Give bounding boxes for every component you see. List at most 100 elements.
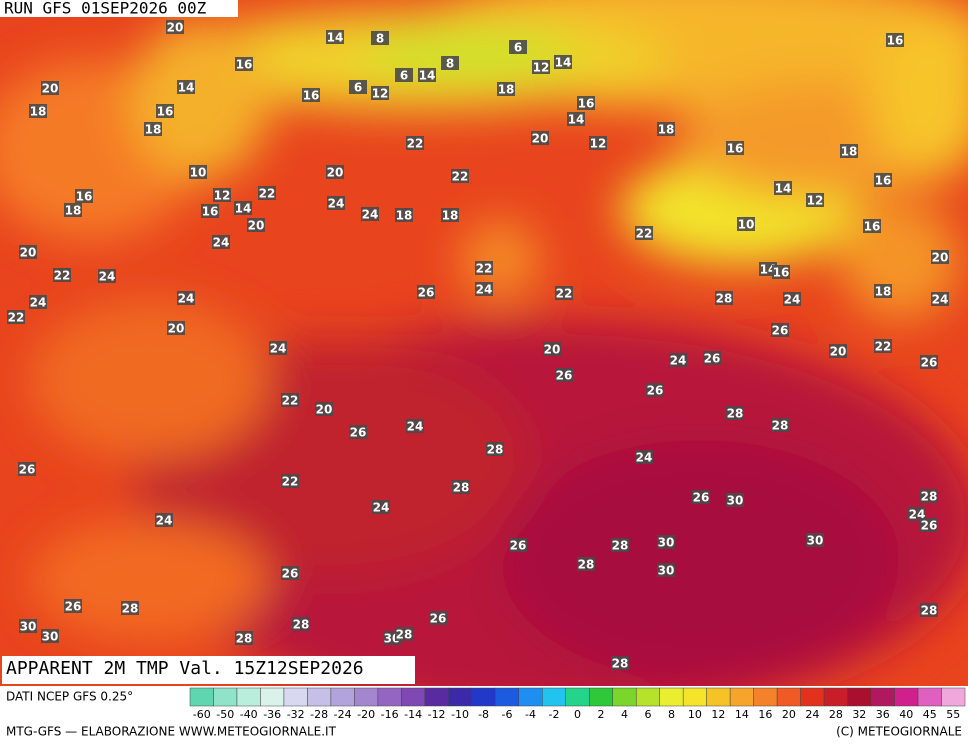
label-box (371, 86, 389, 100)
label-box (451, 169, 469, 183)
colorbar-swatch (354, 687, 379, 707)
temperature-label: 18 (875, 285, 892, 299)
temperature-label: 26 (921, 356, 938, 370)
temperature-label: 20 (830, 345, 847, 359)
label-box (635, 226, 653, 240)
temperature-label: 24 (670, 354, 687, 368)
temperature-label: 16 (236, 58, 253, 72)
temperature-label: 22 (282, 394, 299, 408)
colorbar-label: 24 (805, 708, 819, 721)
temperature-label: 26 (772, 324, 789, 338)
label-box (19, 245, 37, 259)
temperature-label: 26 (430, 612, 447, 626)
temperature-label: 16 (727, 142, 744, 156)
temperature-label: 20 (20, 246, 37, 260)
title-box (2, 656, 415, 684)
label-box (326, 30, 344, 44)
colorbar-swatch (753, 687, 778, 707)
label-box (213, 188, 231, 202)
colorbar-swatch (729, 687, 754, 707)
label-box (774, 181, 792, 195)
label-box (692, 490, 710, 504)
colorbar-label: 36 (876, 708, 890, 721)
colorbar-swatch (612, 687, 637, 707)
temperature-label: 18 (498, 83, 515, 97)
temperature-label: 26 (693, 491, 710, 505)
label-box (452, 480, 470, 494)
colorbar-swatch (706, 687, 731, 707)
temperature-label: 24 (407, 420, 424, 434)
label-box (167, 321, 185, 335)
temperature-label: 12 (533, 61, 550, 75)
label-box (269, 341, 287, 355)
colorbar-label: 6 (644, 708, 651, 721)
temperature-label: 10 (190, 166, 207, 180)
label-box (771, 418, 789, 432)
label-box (327, 196, 345, 210)
label-box (669, 353, 687, 367)
footer-left: MTG-GFS — ELABORAZIONE WWW.METEOGIORNALE… (6, 725, 337, 739)
label-box (806, 193, 824, 207)
colorbar-label: 45 (923, 708, 937, 721)
label-box (863, 219, 881, 233)
colorbar-swatch (565, 687, 590, 707)
header-box (0, 0, 238, 17)
temperature-label: 10 (738, 218, 755, 232)
label-box (829, 344, 847, 358)
colorbar-swatch (424, 687, 449, 707)
label-box (783, 292, 801, 306)
temperature-label: 14 (775, 182, 792, 196)
colorbar-label: 10 (688, 708, 702, 721)
colorbar-swatch (894, 687, 919, 707)
label-box (920, 518, 938, 532)
label-box (555, 286, 573, 300)
label-box (189, 165, 207, 179)
temperature-label: 30 (727, 494, 744, 508)
label-box (611, 538, 629, 552)
label-box (554, 55, 572, 69)
temperature-label: 30 (807, 534, 824, 548)
temperature-label: 22 (452, 170, 469, 184)
temperature-label: 24 (270, 342, 287, 356)
label-box (840, 144, 858, 158)
label-box (531, 131, 549, 145)
temperature-label: 20 (316, 403, 333, 417)
label-box (29, 104, 47, 118)
temperature-label: 26 (350, 426, 367, 440)
temperature-label: 14 (327, 31, 344, 45)
temperature-label: 20 (168, 322, 185, 336)
label-box (441, 208, 459, 222)
temperature-label: 24 (156, 514, 173, 528)
temperature-label: 20 (327, 166, 344, 180)
temperature-label: 22 (407, 137, 424, 151)
label-box (281, 474, 299, 488)
temperature-label: 14 (235, 202, 252, 216)
label-box (577, 96, 595, 110)
temperature-label: 26 (65, 600, 82, 614)
label-box (406, 419, 424, 433)
label-box (475, 282, 493, 296)
temperature-label: 28 (396, 628, 413, 642)
label-box (7, 310, 25, 324)
colorbar-label: 16 (758, 708, 772, 721)
colorbar-label: -10 (451, 708, 469, 721)
label-box (234, 201, 252, 215)
label-box (772, 265, 790, 279)
colorbar-swatch (800, 687, 825, 707)
label-box (315, 402, 333, 416)
colorbar-label: -28 (310, 708, 328, 721)
colorbar-label: -32 (287, 708, 305, 721)
label-box (886, 33, 904, 47)
temperature-label: 26 (282, 567, 299, 581)
temperature-label: 30 (42, 630, 59, 644)
temperature-label: 20 (532, 132, 549, 146)
colorbar-label: 40 (899, 708, 913, 721)
label-box (874, 173, 892, 187)
colorbar-label: 20 (782, 708, 796, 721)
label-box (98, 269, 116, 283)
temperature-label: 24 (362, 208, 379, 222)
label-box (19, 619, 37, 633)
temperature-label: 24 (373, 501, 390, 515)
label-box (64, 203, 82, 217)
run-header: RUN GFS 01SEP2026 00Z (4, 0, 207, 18)
